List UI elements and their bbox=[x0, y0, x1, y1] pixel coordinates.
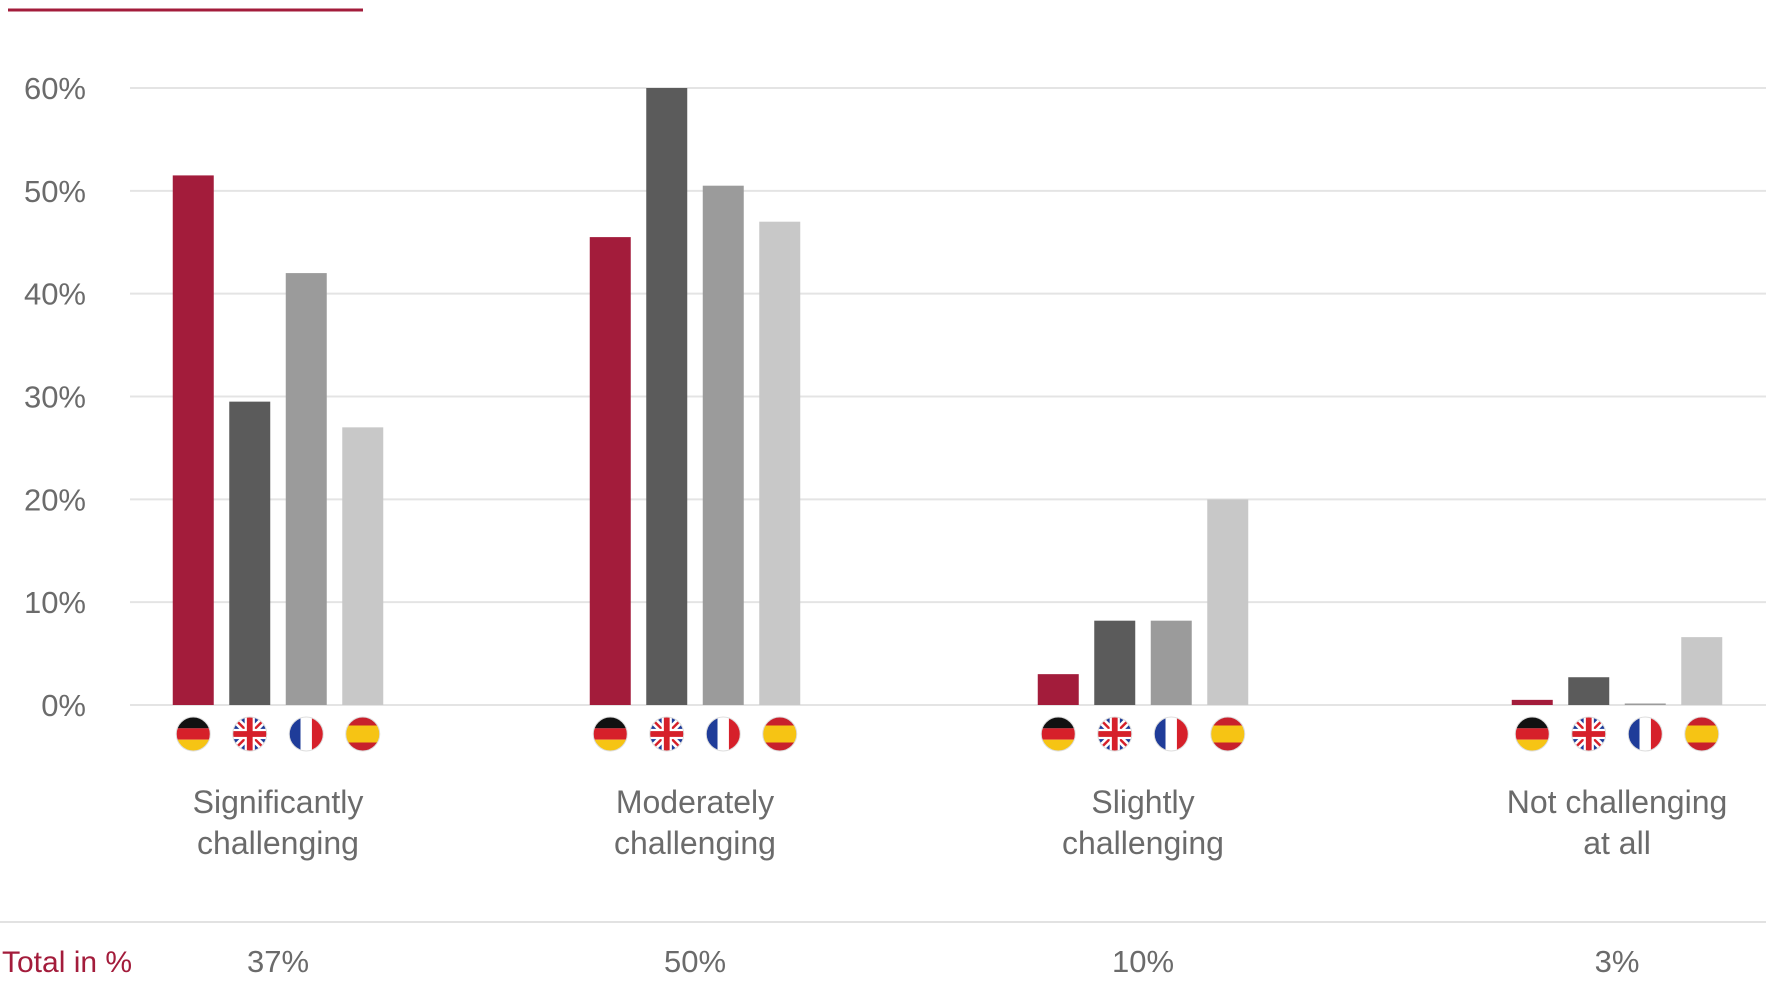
category-label: Slightly bbox=[1091, 784, 1194, 820]
y-tick-label: 50% bbox=[24, 174, 86, 209]
bar bbox=[342, 427, 384, 705]
bar bbox=[172, 175, 214, 706]
bar bbox=[1207, 499, 1249, 705]
flag-icons bbox=[175, 716, 1720, 752]
category-label: Moderately bbox=[616, 784, 774, 820]
bar bbox=[229, 401, 271, 705]
bar bbox=[759, 221, 801, 705]
category-label: Not challenging bbox=[1507, 784, 1728, 820]
total-value: 37% bbox=[247, 944, 309, 979]
bars bbox=[172, 88, 1723, 706]
bar bbox=[1511, 699, 1553, 705]
grid-lines bbox=[130, 87, 1766, 706]
bar bbox=[1150, 620, 1192, 705]
germany-flag-icon bbox=[1514, 716, 1550, 752]
bar bbox=[1624, 703, 1666, 705]
bar bbox=[1681, 637, 1723, 705]
totals-label: Total in % bbox=[2, 946, 132, 979]
y-tick-label: 20% bbox=[24, 482, 86, 517]
france-flag-icon bbox=[1153, 716, 1189, 752]
uk-flag-icon bbox=[232, 716, 268, 752]
spain-flag-icon bbox=[345, 716, 381, 752]
uk-flag-icon bbox=[1571, 716, 1607, 752]
france-flag-icon bbox=[705, 716, 741, 752]
bar bbox=[1037, 674, 1079, 705]
spain-flag-icon bbox=[1684, 716, 1720, 752]
uk-flag-icon bbox=[649, 716, 685, 752]
uk-flag-icon bbox=[1097, 716, 1133, 752]
germany-flag-icon bbox=[1040, 716, 1076, 752]
germany-flag-icon bbox=[175, 716, 211, 752]
total-value: 10% bbox=[1112, 944, 1174, 979]
totals-row: Total in % 37% 50% 10% 3% bbox=[2, 944, 1639, 979]
y-tick-label: 10% bbox=[24, 585, 86, 620]
spain-flag-icon bbox=[762, 716, 798, 752]
category-label: challenging bbox=[614, 825, 776, 861]
category-labels: Significantly challenging Moderately challe… bbox=[193, 784, 1728, 861]
bar bbox=[646, 88, 688, 705]
france-flag-icon bbox=[288, 716, 324, 752]
total-value: 3% bbox=[1595, 944, 1640, 979]
category-label: Significantly bbox=[193, 784, 364, 820]
france-flag-icon bbox=[1627, 716, 1663, 752]
category-label: challenging bbox=[197, 825, 359, 861]
total-value: 50% bbox=[664, 944, 726, 979]
bar bbox=[285, 273, 327, 705]
y-tick-label: 60% bbox=[24, 71, 86, 106]
y-tick-label: 0% bbox=[41, 688, 86, 723]
spain-flag-icon bbox=[1210, 716, 1246, 752]
bar bbox=[1094, 620, 1136, 705]
y-tick-label: 30% bbox=[24, 380, 86, 415]
bar bbox=[589, 237, 631, 705]
bar bbox=[702, 185, 744, 706]
y-axis: 0% 10% 20% 30% 40% 50% 60% bbox=[24, 71, 86, 723]
category-label: at all bbox=[1583, 825, 1651, 861]
germany-flag-icon bbox=[592, 716, 628, 752]
y-tick-label: 40% bbox=[24, 277, 86, 312]
bar bbox=[1568, 677, 1610, 705]
category-label: challenging bbox=[1062, 825, 1224, 861]
